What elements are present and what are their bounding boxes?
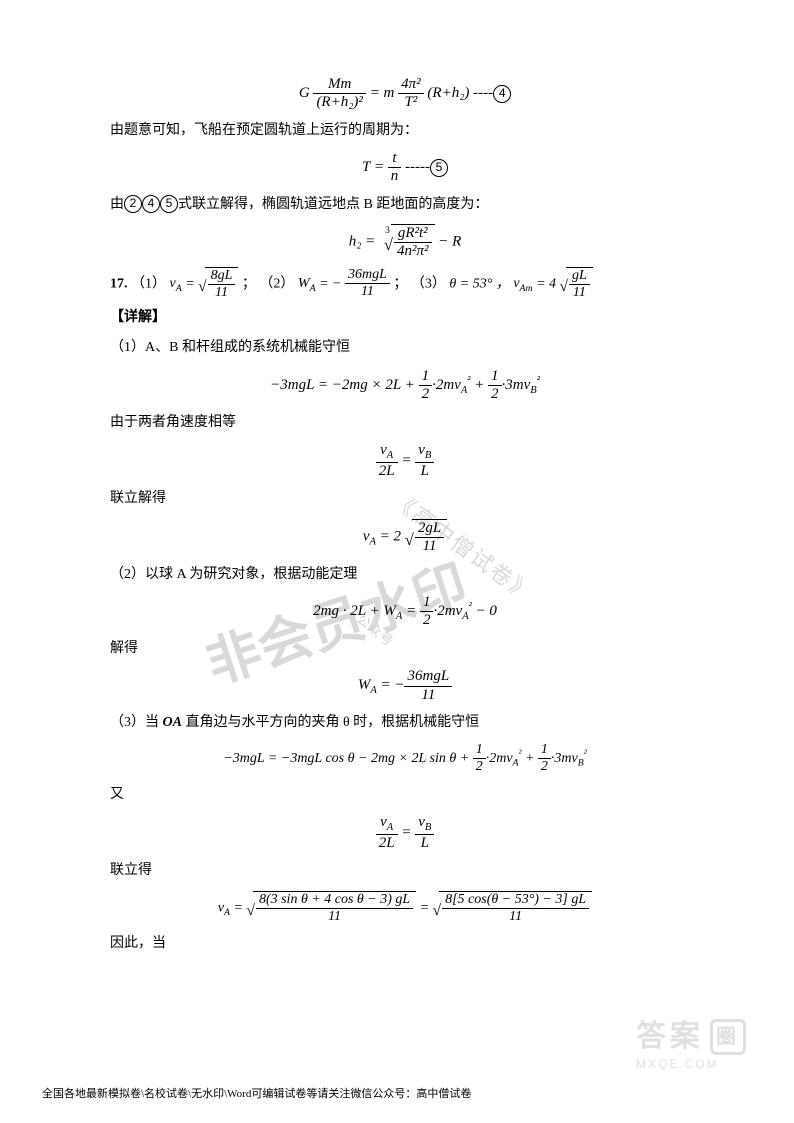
equation-4: G Mm(R+h₂)² = m 4π²T² (R+h₂) ----4 <box>110 76 700 112</box>
equation-ke: 2mg · 2L + WA = 12·2mvA² − 0 <box>110 594 700 630</box>
text-also: 又 <box>110 782 700 809</box>
text-combine2: 联立得 <box>110 858 700 885</box>
equation-5: T = tn -----5 <box>110 150 700 186</box>
text-period: 由题意可知，飞船在预定圆轨道上运行的周期为： <box>110 118 700 145</box>
equation-h2: h₂ = 3√gR²t²4n²π² − R <box>110 224 700 261</box>
text-solve2: 解得 <box>110 636 700 663</box>
equation-WA: WA = −36mgL11 <box>110 668 700 704</box>
equation-ratio1: vA2L = vBL <box>110 442 700 480</box>
page-content: G Mm(R+h₂)² = m 4π²T² (R+h₂) ----4 由题意可知… <box>110 70 700 962</box>
eqnum-4-icon: 4 <box>493 85 511 103</box>
logo-watermark: 答案 圈 MXQE.COM <box>636 1019 766 1079</box>
logo-box-icon: 圈 <box>710 1019 746 1055</box>
text-angular: 由于两者角速度相等 <box>110 410 700 437</box>
footer-text: 全国各地最新模拟卷\名校试卷\无水印\Word可编辑试卷等请关注微信公众号：高中… <box>42 1085 471 1101</box>
eqnum-5-icon: 5 <box>430 159 448 177</box>
equation-energy2: −3mgL = −3mgL cos θ − 2mg × 2L sin θ + 1… <box>110 742 700 775</box>
equation-ratio2: vA2L = vBL <box>110 814 700 852</box>
text-combine: 由245式联立解得，椭圆轨道远地点 B 距地面的高度为： <box>110 192 700 219</box>
detail-label: 【详解】 <box>110 305 700 332</box>
equation-vA: vA = 2 √2gL11 <box>110 519 700 556</box>
text-part3: （3）当 OA 直角边与水平方向的夹角 θ 时，根据机械能守恒 <box>110 710 700 737</box>
ref-5-icon: 5 <box>160 195 178 213</box>
logo-text: 答案 <box>636 1022 704 1052</box>
equation-energy1: −3mgL = −2mg × 2L + 12·2mvA² + 12·3mvB² <box>110 368 700 404</box>
text-therefore: 因此，当 <box>110 931 700 958</box>
ref-2-icon: 2 <box>124 195 142 213</box>
text-solve1: 联立解得 <box>110 486 700 513</box>
equation-vA-theta: vA = √8(3 sin θ + 4 cos θ − 3) gL11 = √8… <box>110 891 700 925</box>
logo-url: MXQE.COM <box>636 1057 766 1071</box>
ref-4-icon: 4 <box>142 195 160 213</box>
text-part1: （1）A、B 和杆组成的系统机械能守恒 <box>110 335 700 362</box>
answers-17: 17. （1） vA = √8gL11 ； （2） WA = − 36mgL11… <box>110 267 700 301</box>
text-part2: （2）以球 A 为研究对象，根据动能定理 <box>110 562 700 589</box>
